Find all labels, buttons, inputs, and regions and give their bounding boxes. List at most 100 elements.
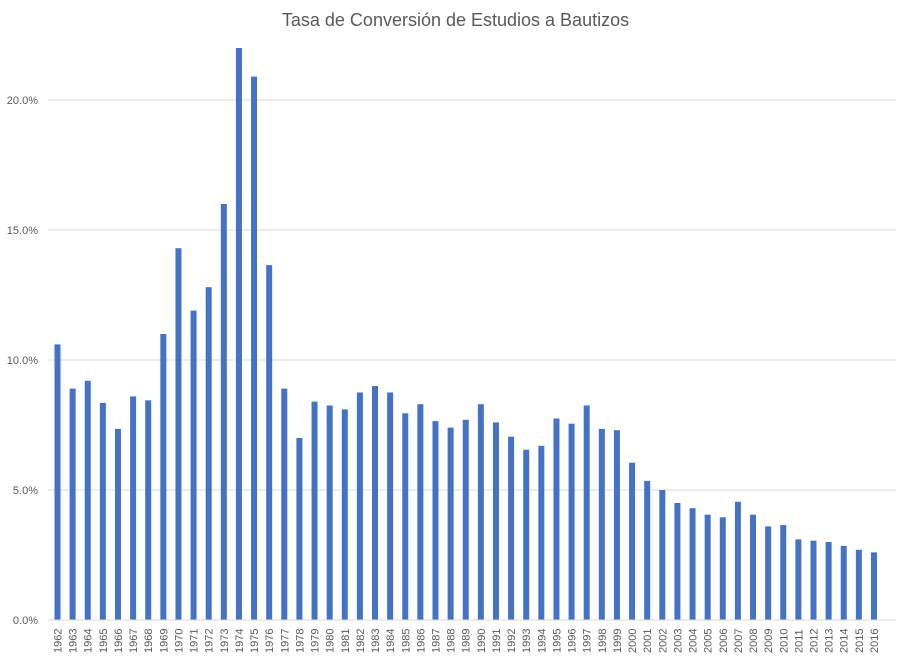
y-tick-label: 15.0% xyxy=(7,225,38,237)
x-tick-label: 2013 xyxy=(824,629,836,653)
x-tick-label: 1973 xyxy=(219,629,231,653)
x-tick-label: 1984 xyxy=(385,629,397,653)
x-tick-label: 1979 xyxy=(310,629,322,653)
bar xyxy=(613,430,620,620)
bar xyxy=(99,402,106,620)
bar xyxy=(810,540,817,620)
bar xyxy=(870,552,877,620)
bars xyxy=(54,48,877,621)
x-tick-label: 1986 xyxy=(415,629,427,653)
bar xyxy=(251,76,258,621)
x-tick-label: 1966 xyxy=(113,629,125,653)
bar xyxy=(538,445,545,620)
x-tick-label: 1981 xyxy=(340,629,352,653)
x-tick-label: 2004 xyxy=(688,629,700,653)
bar xyxy=(492,422,499,620)
bar xyxy=(523,449,530,620)
bar xyxy=(205,287,212,620)
y-axis-ticks: 0.0% 5.0% 10.0% 15.0% 20.0% xyxy=(7,95,38,627)
bar xyxy=(674,503,681,620)
chart-title: Tasa de Conversión de Estudios a Bautizo… xyxy=(281,10,630,30)
grid-lines xyxy=(48,99,896,491)
bar xyxy=(356,392,363,620)
bar xyxy=(750,514,757,620)
bar xyxy=(795,539,802,620)
x-tick-label: 1977 xyxy=(279,629,291,653)
x-tick-label: 1974 xyxy=(234,629,246,653)
x-tick-label: 1998 xyxy=(597,629,609,653)
x-tick-label: 2009 xyxy=(763,629,775,653)
x-tick-label: 1985 xyxy=(400,629,412,653)
x-tick-label: 1962 xyxy=(53,629,65,653)
y-tick-label: 10.0% xyxy=(7,355,38,367)
x-tick-label: 1997 xyxy=(582,629,594,653)
bar xyxy=(281,388,288,620)
x-tick-label: 1982 xyxy=(355,629,367,653)
x-tick-label: 1975 xyxy=(249,629,261,653)
x-tick-label: 1989 xyxy=(461,629,473,653)
x-tick-label: 1980 xyxy=(325,629,337,653)
bar xyxy=(568,423,575,620)
bar xyxy=(704,514,711,620)
x-tick-label: 1999 xyxy=(612,629,624,653)
x-tick-label: 1976 xyxy=(264,629,276,653)
x-tick-label: 1964 xyxy=(83,629,95,653)
bar xyxy=(190,310,197,620)
bar xyxy=(296,438,303,620)
bar xyxy=(432,421,439,620)
x-tick-label: 1978 xyxy=(294,629,306,653)
x-tick-label: 2001 xyxy=(642,629,654,653)
x-tick-label: 1991 xyxy=(491,629,503,653)
bar xyxy=(266,265,273,620)
bar xyxy=(69,388,76,620)
y-tick-label: 20.0% xyxy=(7,95,38,107)
bar xyxy=(417,404,424,620)
x-tick-label: 1967 xyxy=(128,629,140,653)
bar xyxy=(311,401,318,620)
y-tick-label: 5.0% xyxy=(13,485,38,497)
x-tick-label: 1969 xyxy=(158,629,170,653)
x-tick-label: 2014 xyxy=(839,629,851,653)
bar xyxy=(160,334,167,620)
x-tick-label: 2016 xyxy=(869,629,881,653)
bar xyxy=(734,501,741,620)
bar xyxy=(372,386,379,620)
x-tick-label: 2015 xyxy=(854,629,866,653)
bar xyxy=(825,542,832,620)
bar xyxy=(54,344,61,620)
bar xyxy=(477,404,484,620)
x-tick-label: 1990 xyxy=(476,629,488,653)
x-tick-label: 2010 xyxy=(778,629,790,653)
x-tick-label: 2007 xyxy=(733,629,745,653)
x-tick-label: 1972 xyxy=(204,629,216,653)
x-tick-label: 2012 xyxy=(809,629,821,653)
bar xyxy=(235,48,242,620)
y-tick-label: 0.0% xyxy=(13,615,38,627)
bar xyxy=(855,549,862,620)
x-tick-label: 1993 xyxy=(521,629,533,653)
bar xyxy=(598,428,605,620)
x-tick-label: 2006 xyxy=(718,629,730,653)
bar xyxy=(508,436,515,620)
bar xyxy=(175,248,182,620)
x-tick-label: 1994 xyxy=(536,629,548,653)
bar xyxy=(462,419,469,620)
bar xyxy=(644,480,651,620)
bar xyxy=(583,405,590,620)
x-tick-label: 1987 xyxy=(431,629,443,653)
bar xyxy=(145,400,152,620)
x-tick-label: 1992 xyxy=(506,629,518,653)
bar xyxy=(780,525,787,620)
x-tick-label: 1996 xyxy=(567,629,579,653)
x-tick-label: 2003 xyxy=(672,629,684,653)
bar xyxy=(553,418,560,620)
x-tick-label: 2000 xyxy=(627,629,639,653)
bar xyxy=(447,427,454,620)
bar xyxy=(689,508,696,620)
bar xyxy=(719,517,726,620)
bar xyxy=(114,428,121,620)
x-tick-label: 2002 xyxy=(657,629,669,653)
bar xyxy=(220,204,227,620)
x-tick-label: 1995 xyxy=(551,629,563,653)
